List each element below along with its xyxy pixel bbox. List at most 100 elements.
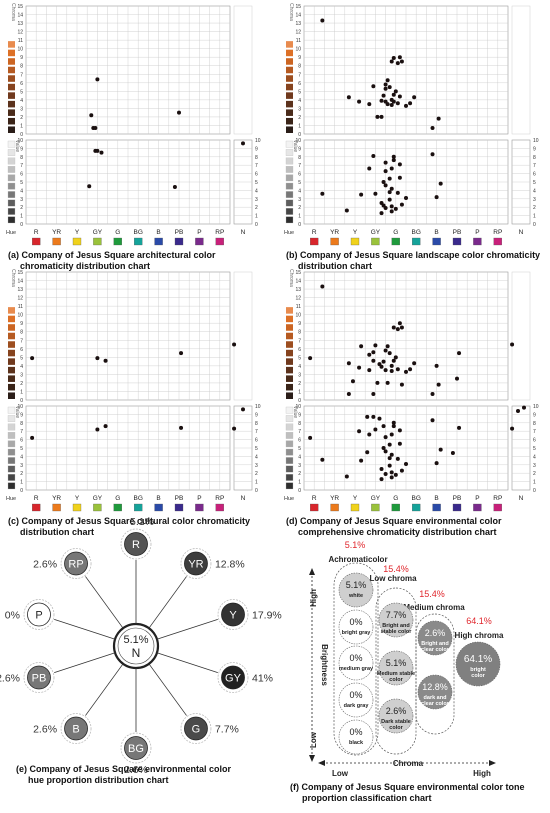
hue-swatch (93, 237, 102, 246)
neutral-tick-label: 1 (533, 214, 536, 220)
value-tick-label: 1 (20, 480, 23, 486)
chroma-point (383, 86, 388, 91)
chroma-point (383, 99, 388, 104)
chroma-axis-label: Chroma (288, 269, 294, 287)
chroma-point (395, 367, 400, 372)
hue-axis-label: Hue (284, 496, 294, 502)
hue-node-label: YR (188, 558, 203, 570)
value-scale-swatch (285, 140, 294, 148)
group-percent: 64.1% (466, 616, 492, 626)
tone-circle (338, 719, 374, 755)
hue-tick-label: P (475, 229, 479, 236)
neutral-tick-label: 9 (255, 412, 258, 418)
value-point (365, 414, 370, 419)
chroma-scale-swatch (286, 58, 293, 65)
hue-tick-label: R (34, 495, 39, 502)
chroma-scale-swatch (286, 83, 293, 91)
chroma-tick-label: 3 (20, 106, 23, 112)
tone-value: 2.6% (386, 706, 407, 716)
neutral-tick-label: 10 (255, 404, 261, 410)
chroma-point (393, 355, 398, 360)
neutral-tick-label: 4 (533, 454, 536, 460)
chroma-scale-swatch (8, 109, 15, 116)
hue-swatch (473, 237, 482, 246)
value-scale-swatch (285, 432, 294, 439)
hue-swatch (93, 503, 102, 512)
chroma-point (389, 368, 394, 373)
chroma-tick-label: 13 (295, 287, 301, 293)
value-point (387, 442, 392, 447)
value-point (377, 416, 382, 421)
chroma-point (30, 356, 35, 361)
value-point (397, 162, 402, 167)
tone-label: medium gray (339, 666, 374, 672)
chroma-tick-label: 15 (17, 4, 23, 10)
chroma-grid (303, 271, 509, 401)
value-point (367, 166, 372, 171)
chroma-tick-label: 9 (20, 321, 23, 327)
chroma-scale-swatch (8, 383, 15, 391)
x-low-label: Low (332, 769, 349, 778)
chroma-point (89, 113, 94, 118)
chroma-point (399, 325, 404, 330)
chroma-point (381, 93, 386, 98)
value-scale-swatch (285, 423, 294, 431)
tone-circle (338, 572, 374, 608)
chroma-scale-swatch (286, 366, 293, 374)
chroma-tick-label: 14 (295, 279, 301, 285)
chroma-point (383, 348, 388, 353)
value-point (381, 424, 386, 429)
chroma-point (510, 342, 515, 347)
value-point (357, 429, 362, 434)
tone-label: dark and clear color (421, 695, 450, 707)
hue-tick-label: GY (371, 229, 381, 236)
hue-node-value: 2.6% (0, 673, 20, 685)
chroma-scale-swatch (286, 41, 293, 48)
center-label: N (132, 646, 141, 660)
tone-circle (417, 620, 453, 656)
hue-swatch (32, 503, 41, 512)
chroma-point (103, 358, 108, 363)
value-tick-label: 5 (20, 180, 23, 186)
chroma-scale-swatch (8, 83, 15, 91)
hue-swatch (52, 237, 61, 246)
chroma-scale-swatch (286, 358, 293, 365)
chroma-tick-label: 0 (298, 398, 301, 404)
value-point (404, 195, 408, 200)
hue-swatch (215, 237, 224, 246)
chroma-point (393, 89, 398, 94)
value-point (383, 435, 388, 440)
neutral-tick-label: 3 (255, 197, 258, 203)
chroma-scale-swatch (8, 375, 15, 382)
chroma-grid (303, 5, 509, 135)
panel-caption: (b) Company of Jesus Square landscape co… (286, 250, 540, 271)
chroma-point (346, 361, 351, 366)
value-point (387, 456, 392, 461)
chroma-tick-label: 15 (17, 270, 23, 276)
neutral-axis-label: N (519, 495, 524, 502)
value-tick-label: 5 (298, 180, 301, 186)
chroma-grid (25, 271, 231, 401)
hue-tick-label: P (475, 495, 479, 502)
value-point (397, 175, 402, 180)
chroma-tick-label: 14 (17, 13, 23, 19)
hue-swatch (154, 237, 163, 246)
center-value: 5.1% (123, 634, 148, 646)
tone-label: white (348, 593, 363, 599)
x-axis-label: Chroma (393, 759, 424, 768)
chroma-point (385, 344, 390, 349)
chroma-tick-label: 10 (17, 313, 23, 319)
value-point (367, 432, 372, 437)
hue-tick-label: Y (75, 229, 80, 236)
chroma-point (408, 367, 413, 372)
chroma-tick-label: 7 (298, 338, 301, 344)
value-tick-label: 8 (298, 155, 301, 161)
value-scale-swatch (285, 166, 294, 173)
value-tick-label: 10 (17, 138, 23, 144)
hue-node-value: 2.6% (33, 724, 57, 736)
hue-tick-label: RP (493, 229, 502, 236)
hue-swatch (330, 503, 339, 512)
chroma-scale-swatch (286, 75, 293, 82)
value-scale-swatch (7, 440, 16, 448)
